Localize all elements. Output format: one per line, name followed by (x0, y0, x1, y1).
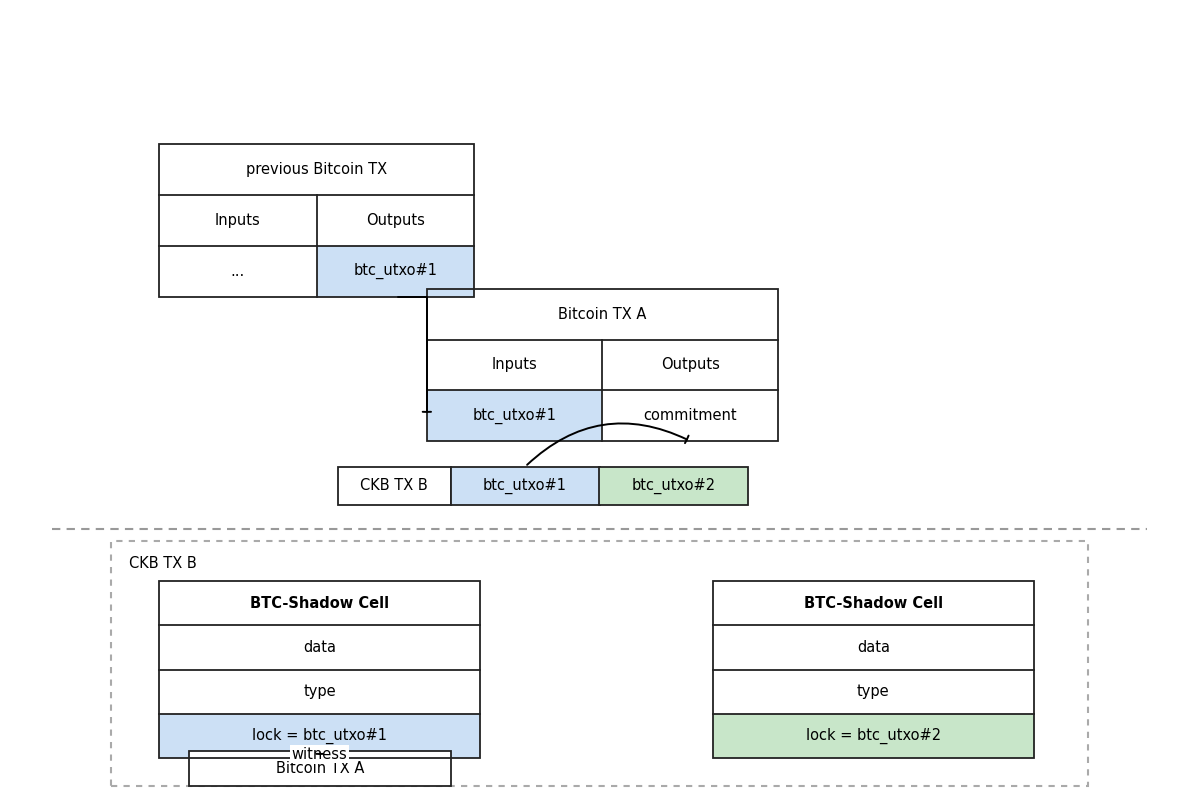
Bar (159, 144, 475, 296)
Bar (600, 467, 748, 505)
Text: CKB TX B: CKB TX B (360, 479, 428, 493)
Bar (317, 246, 475, 296)
Text: ...: ... (230, 264, 245, 279)
Bar (427, 288, 778, 441)
Bar (112, 541, 1087, 786)
Text: btc_utxo#1: btc_utxo#1 (483, 478, 567, 494)
Bar (159, 144, 475, 296)
Bar (159, 714, 481, 757)
Text: Bitcoin TX A: Bitcoin TX A (276, 761, 363, 776)
Bar (159, 582, 481, 757)
Text: btc_utxo#1: btc_utxo#1 (472, 407, 556, 424)
Bar (712, 582, 1034, 757)
Text: witness: witness (291, 747, 348, 761)
Text: btc_utxo#2: btc_utxo#2 (632, 478, 716, 494)
Text: type: type (303, 684, 336, 699)
Text: data: data (857, 640, 890, 655)
Text: Inputs: Inputs (215, 213, 260, 228)
Bar (712, 714, 1034, 757)
Text: BTC-Shadow Cell: BTC-Shadow Cell (251, 596, 390, 611)
Bar (338, 467, 451, 505)
Bar (712, 582, 1034, 757)
Text: previous Bitcoin TX: previous Bitcoin TX (246, 162, 387, 177)
Text: data: data (303, 640, 336, 655)
Text: btc_utxo#1: btc_utxo#1 (354, 263, 438, 279)
Text: BTC-Shadow Cell: BTC-Shadow Cell (803, 596, 942, 611)
Text: Outputs: Outputs (366, 213, 424, 228)
Bar (451, 467, 600, 505)
Text: commitment: commitment (644, 408, 737, 423)
Bar (427, 390, 602, 441)
Text: CKB TX B: CKB TX B (129, 556, 197, 571)
Bar (159, 582, 481, 757)
Text: lock = btc_utxo#2: lock = btc_utxo#2 (806, 727, 941, 744)
Bar (188, 751, 451, 786)
Text: lock = btc_utxo#1: lock = btc_utxo#1 (252, 727, 387, 744)
Text: Inputs: Inputs (492, 357, 537, 373)
Text: type: type (857, 684, 890, 699)
Text: Outputs: Outputs (661, 357, 719, 373)
Bar (427, 288, 778, 441)
Text: Bitcoin TX A: Bitcoin TX A (559, 307, 646, 322)
